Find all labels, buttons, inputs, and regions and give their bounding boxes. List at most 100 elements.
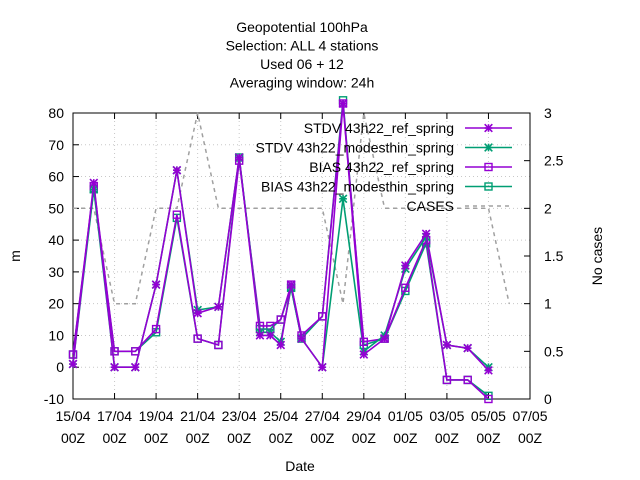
data-point bbox=[110, 362, 119, 372]
x-tick-label: 05/05 bbox=[471, 408, 506, 424]
series-line bbox=[72, 103, 490, 400]
series-line bbox=[73, 112, 510, 305]
y2-tick-label: 2 bbox=[544, 200, 552, 216]
x-tick-label: 25/04 bbox=[263, 408, 298, 424]
x-tick-label: 03/05 bbox=[429, 408, 464, 424]
data-point bbox=[151, 324, 161, 334]
x-tick-label: 15/04 bbox=[55, 408, 90, 424]
data-point bbox=[193, 334, 202, 343]
y-axis-label: m bbox=[7, 250, 23, 262]
x-tick-label: 17/04 bbox=[97, 408, 132, 424]
x-tick-label: 00Z bbox=[227, 430, 252, 446]
title-line: Used 06 + 12 bbox=[260, 56, 344, 72]
data-point bbox=[317, 362, 327, 372]
data-point bbox=[359, 350, 369, 359]
grid bbox=[72, 112, 531, 400]
y2-tick-label: 3 bbox=[544, 105, 552, 121]
y-tick-label: 60 bbox=[48, 169, 64, 185]
x-tick-label: 00Z bbox=[352, 430, 377, 446]
data-point bbox=[442, 375, 452, 385]
y2-axis: 0 0.5 1 1.5 2 2.5 3 bbox=[524, 105, 564, 407]
data-point bbox=[234, 153, 244, 162]
data-point bbox=[172, 210, 182, 219]
y2-axis-label: No cases bbox=[589, 227, 605, 285]
data-point bbox=[442, 340, 452, 350]
x-tick-label: 00Z bbox=[310, 430, 335, 446]
x-tick-label: 00Z bbox=[102, 430, 127, 446]
data-point bbox=[338, 194, 348, 204]
x-tick-label: 00Z bbox=[435, 430, 460, 446]
plot-frame bbox=[72, 112, 531, 400]
y2-tick-label: 0.5 bbox=[544, 343, 564, 359]
data-point bbox=[401, 283, 410, 292]
x-tick-label: 00Z bbox=[518, 430, 543, 446]
x-axis-label: Date bbox=[285, 458, 315, 474]
x-tick-label: 23/04 bbox=[222, 408, 257, 424]
x-tick-label: 01/05 bbox=[388, 408, 423, 424]
x-tick-label: 00Z bbox=[393, 430, 418, 446]
x-tick-label: 27/04 bbox=[305, 408, 340, 424]
data-point bbox=[421, 229, 431, 239]
y2-tick-label: 2.5 bbox=[544, 153, 564, 169]
chart-title: Geopotential 100hPa Selection: ALL 4 stat… bbox=[226, 19, 379, 91]
data-point bbox=[172, 165, 182, 175]
data-point bbox=[484, 366, 493, 375]
y-tick-label: 80 bbox=[48, 105, 64, 121]
y-tick-label: 30 bbox=[48, 264, 64, 280]
x-tick-label: 19/04 bbox=[139, 408, 174, 424]
data-point bbox=[151, 280, 161, 289]
y2-tick-label: 0 bbox=[544, 391, 552, 407]
data-point bbox=[286, 280, 296, 289]
data-point bbox=[297, 334, 306, 343]
data-point bbox=[484, 143, 493, 152]
title-line: Averaging window: 24h bbox=[230, 75, 375, 91]
y-axis: -10 0 10 20 30 40 50 60 70 80 bbox=[44, 105, 79, 407]
data-point bbox=[484, 123, 493, 133]
data-point bbox=[68, 359, 78, 369]
legend-label: CASES bbox=[407, 198, 454, 214]
data-point bbox=[380, 334, 389, 343]
data-point bbox=[484, 394, 493, 404]
data-point bbox=[463, 343, 473, 353]
data-point bbox=[130, 362, 140, 372]
y2-tick-label: 1.5 bbox=[544, 248, 564, 264]
title-line: Geopotential 100hPa bbox=[236, 19, 368, 35]
x-tick-label: 07/05 bbox=[512, 408, 547, 424]
title-line: Selection: ALL 4 stations bbox=[226, 38, 379, 54]
series bbox=[68, 96, 510, 404]
legend-label: STDV 43h22_modesthin_spring bbox=[256, 140, 454, 156]
legend-label: BIAS 43h22_ref_spring bbox=[309, 159, 454, 175]
y-tick-label: -10 bbox=[44, 391, 64, 407]
x-tick-label: 00Z bbox=[61, 430, 86, 446]
y2-tick-label: 1 bbox=[544, 296, 552, 312]
legend: STDV 43h22_ref_spring STDV 43h22_modesthi… bbox=[256, 120, 512, 214]
data-point bbox=[484, 182, 493, 191]
y-tick-label: 70 bbox=[48, 137, 64, 153]
y-tick-label: 20 bbox=[48, 296, 64, 312]
data-point bbox=[276, 340, 286, 350]
x-tick-label: 00Z bbox=[186, 430, 211, 446]
data-point bbox=[484, 162, 493, 172]
data-point bbox=[265, 331, 275, 340]
data-point bbox=[214, 302, 223, 312]
y-tick-label: 0 bbox=[56, 359, 64, 375]
series-4 bbox=[73, 112, 510, 305]
legend-label: STDV 43h22_ref_spring bbox=[304, 120, 454, 136]
x-tick-label: 29/04 bbox=[346, 408, 381, 424]
data-point bbox=[400, 261, 410, 270]
x-axis: 15/04 00Z 17/04 00Z 19/04 00Z 21/04 00Z 23/04 00Z… bbox=[55, 113, 548, 446]
x-tick-label: 21/04 bbox=[180, 408, 215, 424]
y-tick-label: 50 bbox=[48, 200, 64, 216]
data-point bbox=[193, 308, 203, 318]
data-point bbox=[89, 178, 99, 188]
y-tick-label: 40 bbox=[48, 232, 64, 248]
data-point bbox=[463, 375, 472, 385]
data-point bbox=[255, 331, 265, 340]
data-point bbox=[214, 340, 223, 350]
legend-label: BIAS 43h22_modesthin_spring bbox=[261, 179, 454, 195]
x-tick-label: 00Z bbox=[269, 430, 294, 446]
series-0 bbox=[68, 99, 493, 375]
x-tick-label: 00Z bbox=[144, 430, 169, 446]
y-tick-label: 10 bbox=[48, 327, 64, 343]
